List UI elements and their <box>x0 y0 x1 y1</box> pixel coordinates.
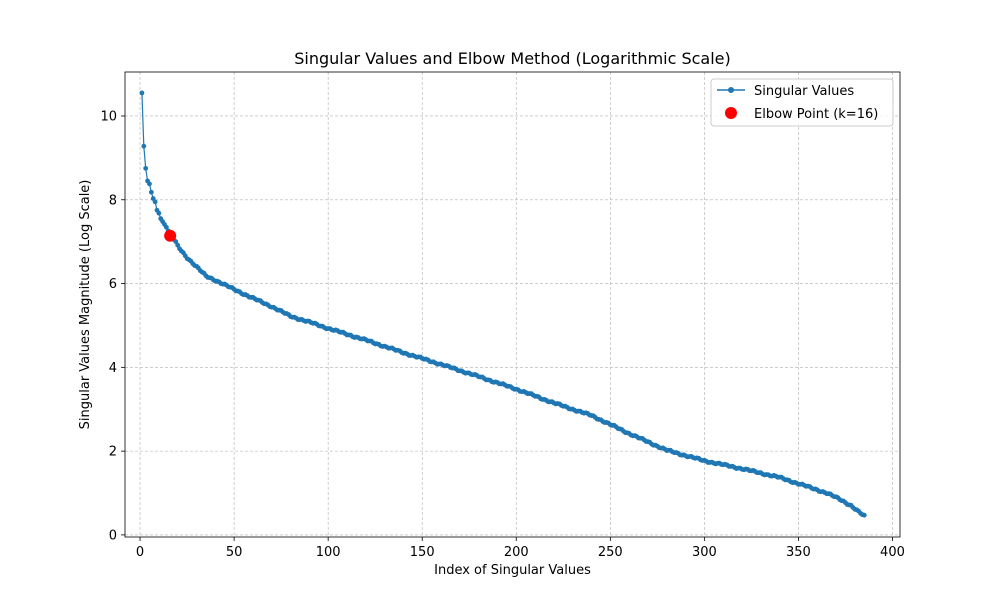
x-tick-label: 400 <box>880 545 905 560</box>
chart-title: Singular Values and Elbow Method (Logari… <box>294 49 731 68</box>
grid <box>125 72 900 537</box>
y-tick-label: 4 <box>109 361 117 376</box>
x-tick-label: 100 <box>316 545 341 560</box>
legend: Singular Values Elbow Point (k=16) <box>710 78 894 127</box>
legend-label-singular-values: Singular Values <box>754 84 854 99</box>
singular-value-point <box>163 224 169 230</box>
y-tick-label: 8 <box>109 193 117 208</box>
y-tick-label: 2 <box>109 445 117 460</box>
legend-frame <box>710 78 894 127</box>
x-tick-label: 150 <box>410 545 435 560</box>
singular-value-point <box>147 181 152 187</box>
elbow-point-marker <box>164 229 177 242</box>
singular-value-point <box>175 242 181 248</box>
x-tick-label: 350 <box>786 545 811 560</box>
x-axis-label: Index of Singular Values <box>434 563 591 578</box>
y-tick-label: 0 <box>109 528 117 543</box>
y-tick-label: 10 <box>100 109 117 124</box>
singular-value-point <box>173 239 179 245</box>
legend-marker-singular-values <box>728 87 734 93</box>
singular-value-point <box>861 512 867 518</box>
legend-label-elbow-point: Elbow Point (k=16) <box>754 107 878 122</box>
series-layer <box>139 90 867 518</box>
y-axis-label: Singular Values Magnitude (Log Scale) <box>78 180 93 430</box>
x-tick-label: 50 <box>226 545 243 560</box>
axis-ticks: 0 50 100 150 200 250 300 350 400 0 2 4 6 8 10 <box>100 109 904 560</box>
singular-value-point <box>148 189 154 195</box>
singular-value-point <box>152 199 158 205</box>
legend-marker-elbow-point <box>725 107 737 119</box>
singular-value-point <box>143 165 149 171</box>
singular-value-point <box>139 90 145 96</box>
y-tick-label: 6 <box>109 277 117 292</box>
x-tick-label: 0 <box>136 545 144 560</box>
x-tick-label: 250 <box>598 545 623 560</box>
x-tick-label: 300 <box>692 545 717 560</box>
plot-frame <box>124 71 901 538</box>
singular-value-point <box>156 210 162 216</box>
singular-value-point <box>141 143 147 149</box>
x-tick-label: 200 <box>504 545 529 560</box>
